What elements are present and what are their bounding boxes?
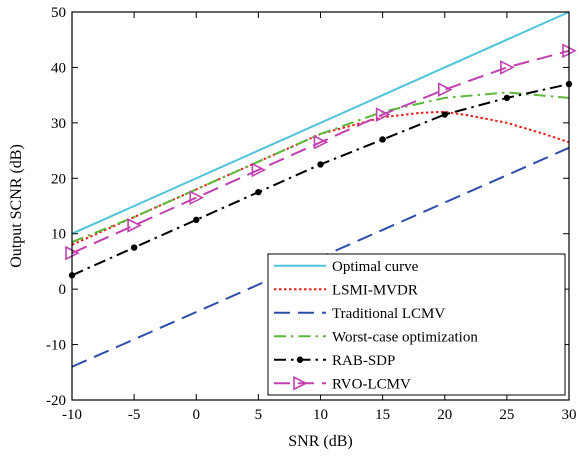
y-tick-label-3: 10 xyxy=(51,227,66,243)
series-4-point-7 xyxy=(503,94,511,102)
x-tick-label-6: 20 xyxy=(437,407,452,423)
series-1 xyxy=(71,110,570,246)
y-axis-label: Output SCNR (dB) xyxy=(8,144,25,268)
legend-label-1: LSMI-MVDR xyxy=(332,282,418,298)
series-5-point-4 xyxy=(313,134,329,150)
legend-marker-4 xyxy=(296,356,304,363)
y-tick-label-2: 0 xyxy=(59,282,67,298)
x-tick-label-8: 30 xyxy=(562,407,577,423)
series-4-point-3 xyxy=(255,188,262,196)
series-4 xyxy=(68,80,573,279)
series-5-point-5 xyxy=(375,107,391,122)
series-0 xyxy=(71,11,570,235)
x-tick-label-1: -5 xyxy=(128,407,141,423)
series-4-point-6 xyxy=(441,111,448,118)
series-5-point-6 xyxy=(437,82,453,97)
y-tick-label-0: -20 xyxy=(46,393,66,409)
series-4-point-1 xyxy=(130,244,138,251)
x-tick-label-5: 15 xyxy=(375,407,390,423)
series-4-point-4 xyxy=(317,161,324,168)
x-tick-label-4: 10 xyxy=(313,407,328,423)
legend-label-4: RAB-SDP xyxy=(332,353,395,369)
series-line-3 xyxy=(71,91,570,243)
series-4-point-2 xyxy=(193,216,200,224)
series-5-point-7 xyxy=(500,60,515,75)
x-axis-label: SNR (dB) xyxy=(288,433,352,450)
series-5-point-1 xyxy=(127,218,142,233)
series-line-0 xyxy=(71,11,570,235)
legend-label-3: Worst-case optimization xyxy=(332,329,478,345)
legend-label-2: Traditional LCMV xyxy=(332,306,445,322)
y-tick-label-1: -10 xyxy=(46,338,66,354)
series-3 xyxy=(71,91,570,243)
legend-label-5: RVO-LCMV xyxy=(332,376,411,392)
y-tick-label-6: 40 xyxy=(51,60,66,76)
legend-marker-5 xyxy=(293,375,308,391)
y-tick-label-5: 30 xyxy=(51,116,66,132)
x-tick-label-0: -10 xyxy=(62,407,82,423)
series-5-point-3 xyxy=(251,162,267,178)
series-4-point-5 xyxy=(379,136,386,143)
series-5-point-2 xyxy=(189,190,205,205)
x-tick-label-2: 0 xyxy=(193,407,201,423)
legend: Optimal curve LSMI-MVDR Traditional LCMV Wo… xyxy=(267,253,566,396)
series-line-1 xyxy=(71,110,570,246)
legend-box xyxy=(267,253,566,396)
x-tick-label-3: 5 xyxy=(255,407,263,423)
y-tick-label-4: 20 xyxy=(51,171,66,187)
legend-label-0: Optimal curve xyxy=(332,259,419,275)
series-line-5 xyxy=(71,49,570,255)
y-tick-label-7: 50 xyxy=(51,5,66,21)
x-tick-label-7: 25 xyxy=(499,407,514,423)
